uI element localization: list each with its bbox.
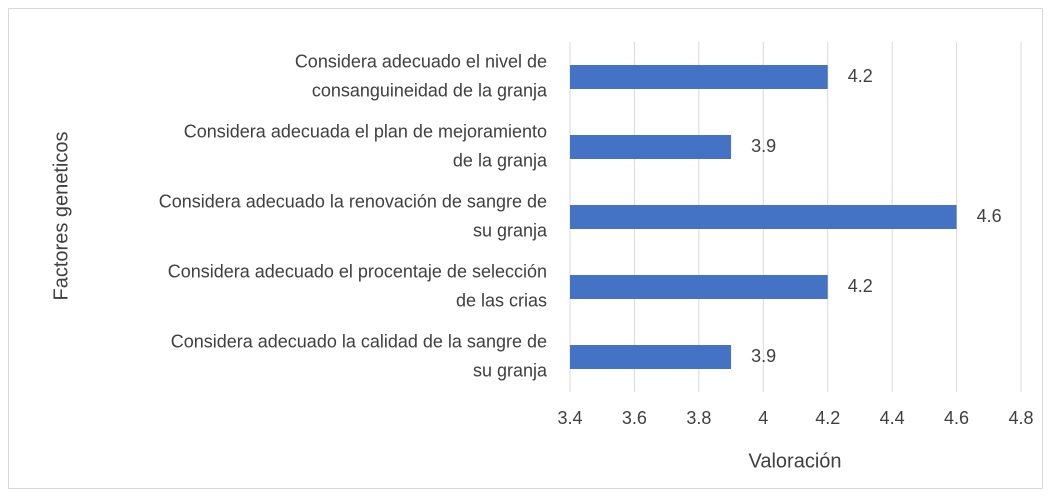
y-tick-label: Considera adecuado el nivel de consanguin…: [295, 51, 548, 100]
data-label: 4.2: [848, 66, 873, 86]
x-axis-title: Valoración: [748, 450, 841, 472]
data-label: 3.9: [751, 136, 776, 156]
y-tick-label: Considera adecuado el procentaje de sele…: [168, 261, 547, 310]
bar: [570, 65, 828, 89]
x-tick-label: 4.4: [880, 408, 905, 428]
x-tick-label: 3.6: [622, 408, 647, 428]
y-tick-label: Considera adecuado la renovación de sang…: [159, 191, 548, 240]
x-tick-label: 4.8: [1008, 408, 1033, 428]
bar: [570, 345, 732, 369]
bar: [570, 205, 957, 229]
y-axis-title: Factores geneticos: [50, 132, 72, 301]
x-tick-label: 4.2: [815, 408, 840, 428]
x-tick-label: 4.6: [944, 408, 969, 428]
bar: [570, 275, 828, 299]
y-tick-label: Considera adecuado la calidad de la sang…: [171, 331, 548, 380]
data-label: 3.9: [751, 346, 776, 366]
bar: [570, 135, 732, 159]
x-tick-label: 3.8: [686, 408, 711, 428]
chart-frame: [8, 8, 1043, 489]
y-tick-label: Considera adecuada el plan de mejoramien…: [184, 121, 548, 170]
x-tick-label: 3.4: [557, 408, 582, 428]
x-tick-label: 4: [758, 408, 768, 428]
data-label: 4.2: [848, 276, 873, 296]
data-label: 4.6: [977, 206, 1002, 226]
